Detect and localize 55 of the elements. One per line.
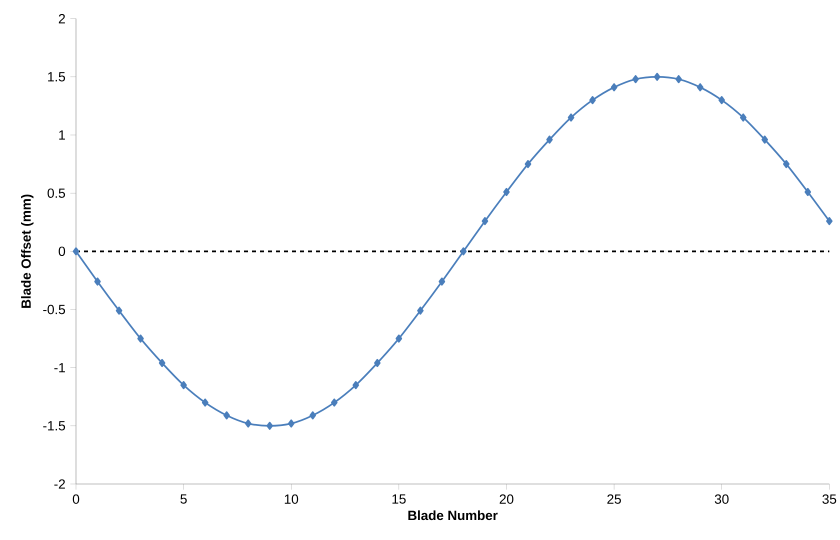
point (137, 334, 144, 343)
x-axis-title: Blade Number (408, 510, 498, 520)
point (589, 96, 596, 104)
y-tick-label: -1 (54, 363, 65, 372)
y-tick-label: -1.5 (43, 421, 66, 430)
y-tick-label: 0 (58, 246, 66, 256)
point (696, 83, 704, 92)
point (438, 278, 446, 286)
x-tick-label: 0 (72, 494, 80, 504)
point (610, 83, 618, 92)
point (309, 411, 316, 420)
point (761, 136, 768, 144)
point (718, 96, 725, 104)
point (546, 136, 553, 144)
point (654, 72, 660, 81)
x-tick-label: 35 (822, 494, 836, 504)
x-tick-label: 5 (180, 494, 187, 504)
point (331, 398, 338, 407)
y-axis-title: Blade Offset (mm) (21, 194, 34, 308)
y-tick-label: -2 (54, 479, 65, 489)
point (396, 334, 402, 343)
point (503, 188, 510, 196)
x-tick-label: 30 (714, 494, 729, 504)
point (568, 113, 574, 122)
x-tick-label: 25 (607, 494, 621, 504)
x-tick-label: 20 (500, 494, 514, 504)
point (675, 75, 682, 84)
y-tick-label: 1 (59, 130, 65, 140)
point (223, 411, 230, 420)
point (632, 75, 639, 84)
point (482, 217, 488, 226)
point (374, 358, 381, 368)
point (288, 419, 295, 428)
point (158, 358, 166, 368)
x-tick-label: 15 (392, 494, 406, 504)
point (94, 278, 101, 286)
point (417, 306, 424, 315)
point (202, 398, 208, 407)
y-tick-label: 1.5 (48, 72, 66, 82)
y-tick-label: 2 (58, 14, 65, 24)
point (352, 381, 360, 390)
y-tick-label: 0.5 (48, 188, 66, 198)
point (116, 306, 122, 315)
y-tick-label: -0.5 (43, 304, 66, 314)
point (460, 247, 467, 256)
x-tick-label: 10 (284, 494, 298, 504)
point (72, 247, 80, 256)
point (783, 160, 790, 168)
point (524, 160, 532, 168)
point (266, 422, 273, 430)
point (740, 113, 747, 122)
point (826, 217, 833, 226)
point (180, 381, 187, 390)
point (244, 419, 252, 428)
point (804, 188, 812, 196)
